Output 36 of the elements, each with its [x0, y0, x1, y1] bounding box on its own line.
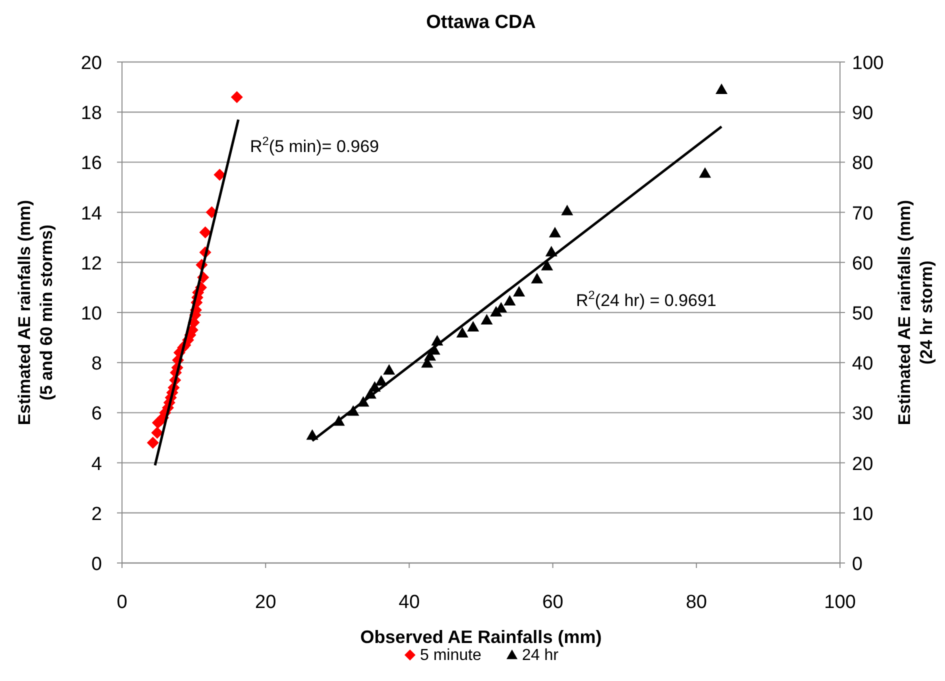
- y2-tick-label: 80: [852, 153, 874, 174]
- y-axis-title: Estimated AE rainfalls (mm) (5 and 60 min storms): [15, 200, 56, 426]
- annotation: R$^{2}$(5 min)= 0.969: [250, 134, 379, 156]
- x-axis-title: Observed AE Rainfalls (mm): [360, 627, 602, 647]
- y2-tick-label: 100: [852, 53, 884, 74]
- y2-tick-label: 90: [852, 103, 874, 124]
- x-tick-label: 0: [116, 592, 128, 613]
- y2-tick-label: 0: [852, 554, 863, 575]
- x-tick-label: 40: [398, 592, 420, 613]
- y-tick-label: 2: [91, 504, 102, 525]
- y2-tick-label: 50: [852, 304, 874, 324]
- x-tick-label: 80: [686, 592, 707, 613]
- y2-tick-label: 60: [852, 253, 874, 274]
- x-tick-label: 100: [824, 592, 856, 613]
- y2-axis-title: Estimated AE rainfalls (mm) (24 hr storm): [895, 200, 936, 426]
- y-tick-label: 14: [80, 203, 102, 224]
- y-tick-label: 6: [91, 404, 102, 425]
- y2-tick-label: 20: [852, 454, 874, 475]
- y2-tick-label: 40: [852, 354, 874, 375]
- y-tick-label: 16: [80, 153, 102, 174]
- y-tick-label: 10: [80, 304, 102, 324]
- x-tick-label: 60: [542, 592, 564, 613]
- legend-label: 5 minute: [420, 647, 482, 664]
- annotation: R$^{2}$(24 hr) = 0.9691: [576, 288, 716, 310]
- y-tick-label: 0: [91, 554, 102, 575]
- y-tick-label: 20: [80, 53, 102, 74]
- y2-tick-label: 10: [852, 504, 874, 525]
- x-tick-label: 20: [255, 592, 276, 613]
- y-tick-label: 4: [91, 454, 102, 475]
- y2-tick-label: 70: [852, 203, 874, 224]
- legend-label: 24 hr: [522, 647, 560, 664]
- y-tick-label: 8: [91, 354, 102, 375]
- chart-title: Ottawa CDA: [426, 12, 536, 33]
- y2-tick-label: 30: [852, 404, 874, 425]
- y-tick-label: 18: [80, 103, 102, 124]
- y-tick-label: 12: [80, 253, 102, 274]
